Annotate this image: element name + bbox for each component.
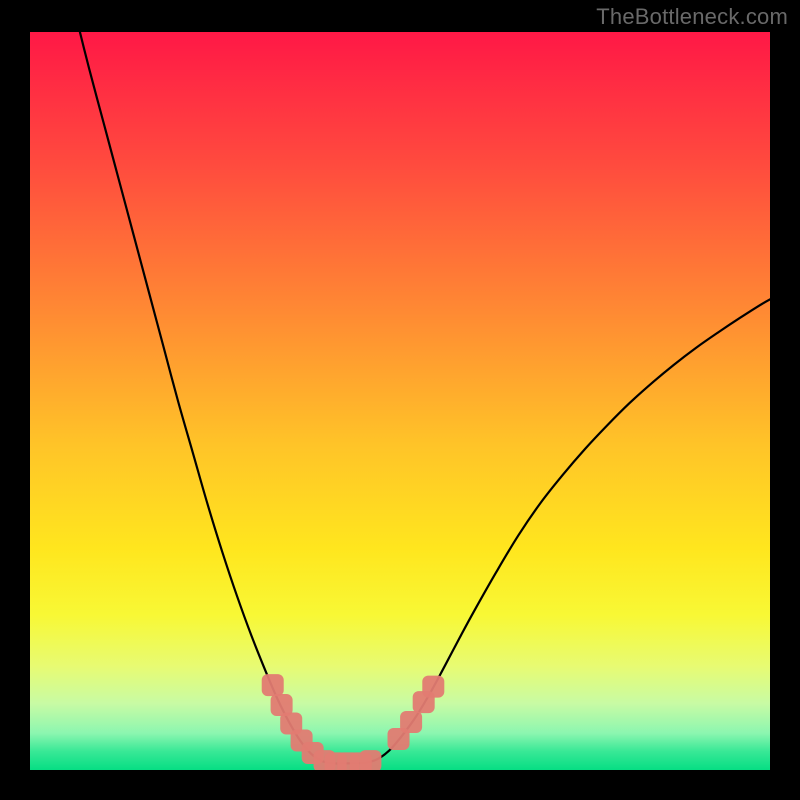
plot-svg (30, 32, 770, 770)
chart-frame: TheBottleneck.com (0, 0, 800, 800)
curve-marker (400, 711, 422, 733)
plot-area (30, 32, 770, 770)
bottleneck-curve (74, 32, 770, 764)
curve-marker (262, 674, 284, 696)
curve-marker (359, 750, 381, 770)
curve-marker (422, 676, 444, 698)
watermark-text: TheBottleneck.com (596, 4, 788, 30)
